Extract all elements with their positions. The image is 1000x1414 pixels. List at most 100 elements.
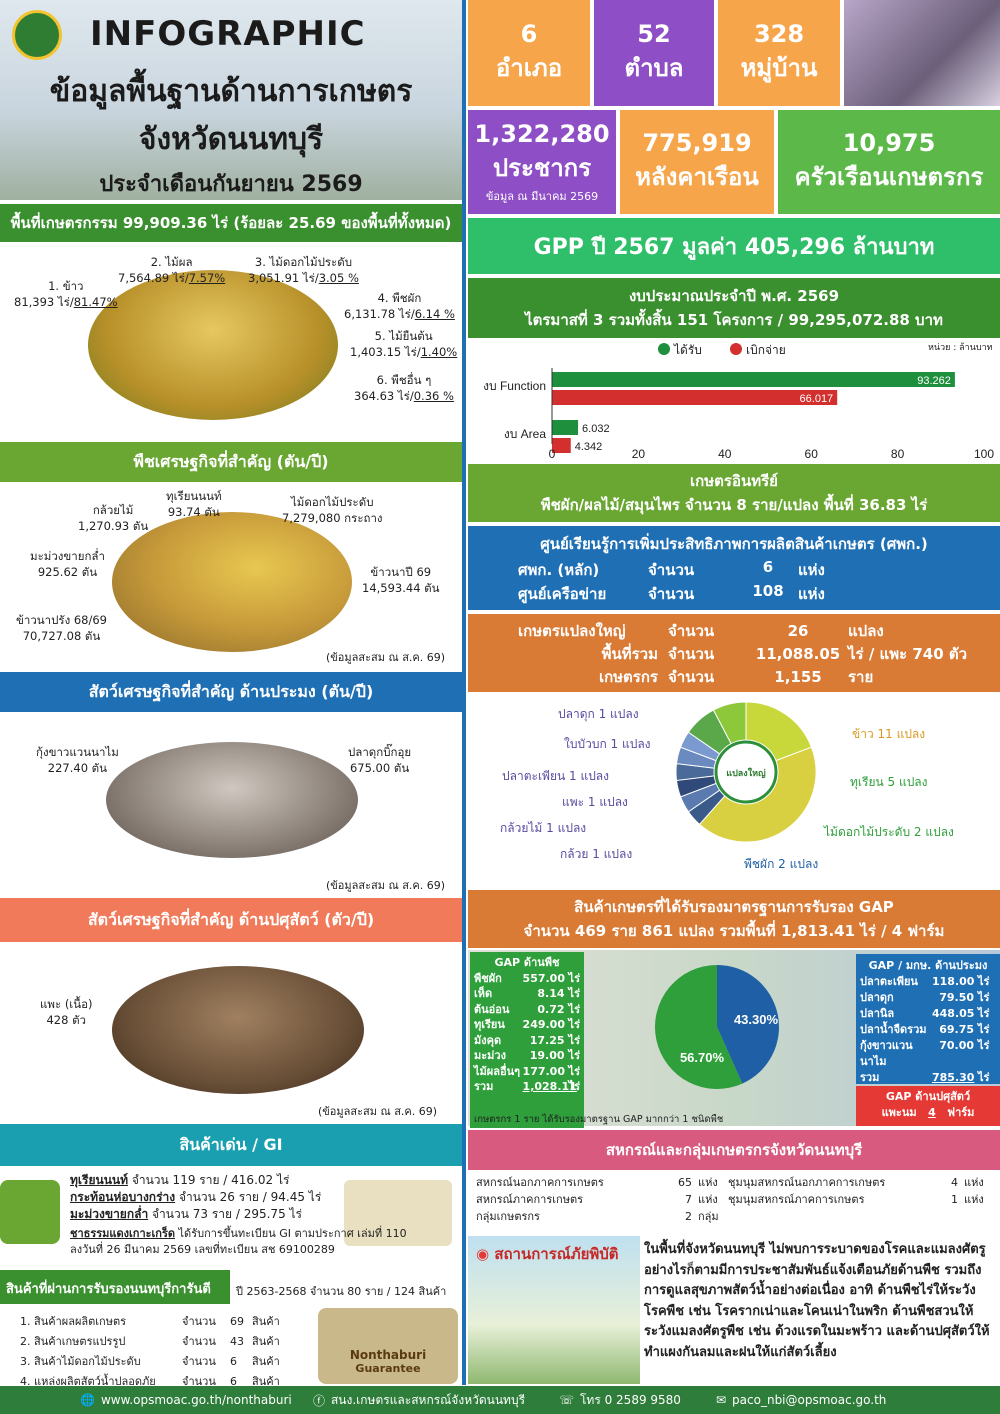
- gap.plant-row: เห็ด 8.14 ไร่: [474, 987, 580, 1000]
- crop-ornamental: ไม้ดอกไม้ประดับ 7,279,080 กระถาง: [282, 495, 383, 525]
- facebook-icon: ⓕ: [312, 1393, 325, 1408]
- stat-household: 775,919 หลังคาเรือน: [620, 110, 774, 214]
- gap.fish-row: ปลานิล 448.05 ไร่: [860, 1007, 990, 1020]
- area-item-flower: 3. ไม้ดอกไม้ประดับ 3,051.91 ไร่/3.05 %: [248, 255, 359, 285]
- tick-label: 20: [632, 447, 646, 461]
- donut-area: แปลงใหญ่ ปลาดุก 1 แปลง ใบบัวบก 1 แปลง ปลาตะ…: [468, 696, 1000, 886]
- category-label: งบ Function: [483, 379, 546, 393]
- gi-band: สินค้าเด่น / GI: [0, 1124, 462, 1166]
- gi-tea: ชาธรรมแดงเกาะเกร็ด ได้รับการขึ้นทะเบียน …: [70, 1227, 407, 1256]
- alarm-icon: ◉: [476, 1245, 495, 1263]
- gap-pie-chart: 43.30% 56.70%: [655, 965, 779, 1089]
- area-item-tree: 5. ไม้ยืนต้น 1,403.15 ไร่/1.40%: [350, 329, 458, 359]
- phone-icon: ☏: [558, 1393, 574, 1407]
- tick-label: 0: [549, 447, 556, 461]
- tick-label: 100: [974, 447, 994, 461]
- footer-facebook[interactable]: สนง.เกษตรและสหกรณ์จังหวัดนนทบุรี: [330, 1392, 526, 1407]
- footer-mail[interactable]: paco_nbi@opsmoac.go.th: [732, 1393, 887, 1407]
- subtitle-2: จังหวัดนนทบุรี: [138, 122, 324, 157]
- header-banner: [0, 0, 462, 200]
- crops-band: พืชเศรษฐกิจที่สำคัญ (ตัน/ปี): [0, 442, 462, 482]
- livestock-note: (ข้อมูลสะสม ณ ส.ค. 69): [318, 1105, 438, 1118]
- coop-list: สหกรณ์นอกภาคการเกษตร 65 แห่ง ชุมนุมสหกรณ์นอ…: [476, 1174, 988, 1225]
- fish-catfish: ปลาดุกบิ๊กอุย 675.00 ตัน: [348, 745, 412, 775]
- area-band: พื้นที่เกษตรกรรม 99,909.36 ไร่ (ร้อยละ 2…: [0, 204, 462, 242]
- subtitle-3: ประจำเดือนกันยายน 2569: [99, 172, 363, 197]
- coop-row: สหกรณ์ภาคการเกษตร 7 แห่ง ชุมนุมสหกรณ์ภาคการ…: [476, 1193, 984, 1206]
- goat-disk: [112, 966, 364, 1094]
- gap-pie-slice: [655, 965, 743, 1089]
- area-item-veg: 4. พืชผัก 6,131.78 ไร่/6.14 %: [344, 291, 455, 321]
- center-band: ศูนย์เรียนรู้การเพิ่มประสิทธิภาพการผลิตส…: [468, 526, 1000, 610]
- gap-band: สินค้าเกษตรที่ได้รับรองมาตรฐานการรับรอง …: [468, 890, 1000, 948]
- fish-note: (ข้อมูลสะสม ณ ส.ค. 69): [326, 879, 446, 892]
- coop-band: สหกรณ์และกลุ่มเกษตรกรจังหวัดนนทบุรี: [468, 1130, 1000, 1170]
- pie-label-a: 43.30%: [734, 1012, 779, 1027]
- fish-disk: [106, 742, 358, 858]
- guarantee-list: 1. สินค้าผลผลิตเกษตร จำนวน 69 สินค้า 2. สิน…: [20, 1315, 280, 1388]
- livestock-goat: แพะ (เนื้อ) 428 ตัว: [40, 997, 93, 1027]
- gi-tea-image: [344, 1180, 452, 1246]
- crop-rice-inseason: ข้าวนาปี 69 14,593.44 ตัน: [362, 565, 440, 595]
- stat-amphoe: 6 อำเภอ: [468, 0, 590, 106]
- organic-band: เกษตรอินทรีย์ พืชผัก/ผลไม้/สมุนไพร จำนวน …: [468, 464, 1000, 522]
- train-photo: [844, 0, 1000, 106]
- donut-label: ปลาดุก 1 แปลง: [558, 707, 639, 722]
- rice-field-disk: [88, 270, 338, 420]
- donut-label: ทุเรียน 5 แปลง: [850, 775, 928, 790]
- data-label: 4.342: [575, 441, 603, 453]
- donut-label: ไม้ดอกไม้ประดับ 2 แปลง: [823, 825, 954, 839]
- donut-label: กล้วยไม้ 1 แปลง: [500, 821, 586, 835]
- gap-note: เกษตรกร 1 ราย ได้รับรองมาตรฐาน GAP มากกว…: [474, 1114, 724, 1125]
- crops-disk: [112, 512, 352, 652]
- gap.plant-row: ต้นอ่อน 0.72 ไร่: [474, 1002, 580, 1016]
- guarantee-period: ปี 2563-2568 จำนวน 80 ราย / 124 สินค้า: [236, 1285, 447, 1298]
- stat-farm-household: 10,975 ครัวเรือนเกษตรกร: [778, 110, 1000, 214]
- bar-1-0: [552, 420, 579, 435]
- gpp-band: GPP ปี 2567 มูลค่า 405,296 ล้านบาท: [468, 218, 1000, 274]
- gap.plant-row: พืชผัก 557.00 ไร่: [474, 971, 580, 985]
- footer-web[interactable]: www.opsmoac.go.th/nonthaburi: [100, 1393, 292, 1407]
- data-label: 6.032: [582, 423, 610, 435]
- guarantee-badge: Nonthaburi Guarantee: [318, 1308, 458, 1384]
- mail-icon: ✉: [715, 1393, 727, 1407]
- donut-label: ใบบัวบก 1 แปลง: [564, 737, 651, 751]
- tick-label: 40: [718, 447, 732, 461]
- tick-label: 80: [891, 447, 905, 461]
- coop-row: กลุ่มเกษตรกร 2 กลุ่ม: [476, 1210, 719, 1223]
- budget-band: งบประมาณประจำปี พ.ศ. 2569 ไตรมาสที่ 3 รวม…: [468, 278, 1000, 338]
- legend-dot-1: [730, 343, 742, 355]
- guarantee-band: สินค้าที่ผ่านการรับรองนนทบุรีการันตี: [0, 1270, 230, 1304]
- gap-fish-panel: GAP / มกษ. ด้านประมง ปลาตะเพียน 118.00 ไร่…: [856, 954, 1000, 1084]
- legend-label-1: เบิกจ่าย: [746, 343, 786, 357]
- gi-list: ทุเรียนนนท์ จำนวน 119 ราย / 416.02 ไร่ ก…: [70, 1173, 322, 1221]
- livestock-band: สัตว์เศรษฐกิจที่สำคัญ ด้านปศุสัตว์ (ตัว/…: [0, 898, 462, 942]
- gap.fish-row: ปลาตะเพียน 118.00 ไร่: [860, 975, 990, 988]
- legend-dot-0: [658, 343, 670, 355]
- crop-durian: ทุเรียนนนท์ 93.74 ตัน: [166, 489, 222, 519]
- gap.plant-row: มะม่วง 19.00 ไร่: [474, 1049, 580, 1062]
- area-item-rice: 1. ข้าว 81,393 ไร่/81.47%: [14, 279, 118, 309]
- gap.fish-row: กุ้งขาวแวนนาไม 70.00 ไร่: [860, 1039, 990, 1068]
- donut-label: ปลาตะเพียน 1 แปลง: [502, 769, 609, 783]
- bigplot-logo: [714, 740, 778, 804]
- footer-phone[interactable]: โทร 0 2589 9580: [579, 1392, 681, 1407]
- disaster-image: [468, 1236, 640, 1384]
- web-icon: 🌐: [80, 1393, 95, 1407]
- data-label: 93.262: [917, 375, 951, 387]
- bar-1-1: [552, 438, 571, 453]
- gap.plant-row: มังคุด 17.25 ไร่: [474, 1033, 580, 1047]
- bar-0-1: [552, 390, 838, 405]
- center-divider: [462, 0, 466, 1385]
- fish-shrimp: กุ้งขาวแวนนาไม 227.40 ตัน: [36, 745, 119, 775]
- gap-plant-panel: GAP ด้านพืช พืชผัก 557.00 ไร่ เห็ด 8.14 ไร่ ต้…: [470, 952, 584, 1128]
- stat-village: 328 หมู่บ้าน: [718, 0, 840, 106]
- disaster-text: ในพื้นที่จังหวัดนนทบุรี ไม่พบการระบาดของ…: [644, 1242, 990, 1360]
- disaster-title: ◉ สถานการณ์ภัยพิบัติ: [476, 1245, 619, 1263]
- subtitle-1: ข้อมูลพื้นฐานด้านการเกษตร: [49, 74, 413, 109]
- area-item-other: 6. พืชอื่น ๆ 364.63 ไร่/0.36 %: [354, 373, 454, 403]
- infographic-title: INFOGRAPHIC: [90, 14, 366, 54]
- crop-orchid: กล้วยไม้ 1,270.93 ตัน: [78, 503, 149, 533]
